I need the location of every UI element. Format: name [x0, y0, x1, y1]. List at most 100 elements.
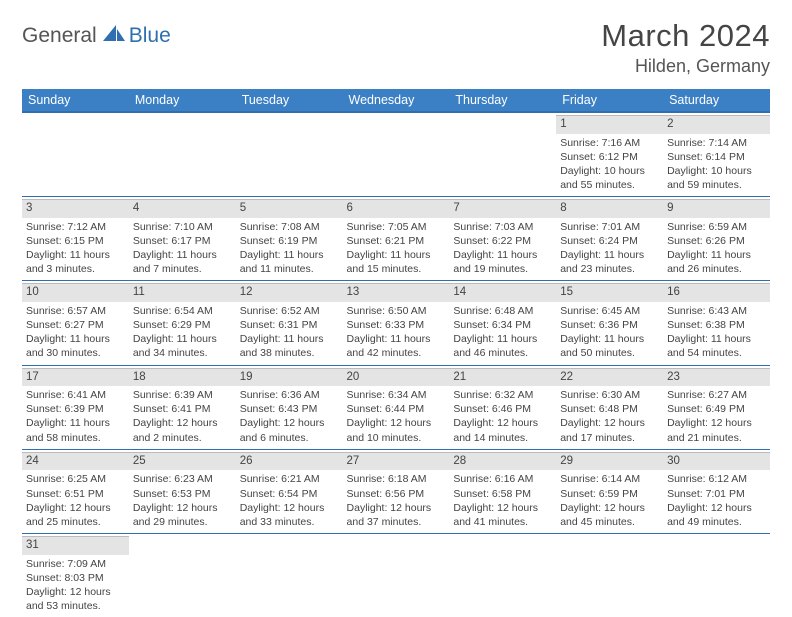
- day-detail: Daylight: 11 hours: [133, 248, 232, 262]
- day-detail: Sunset: 6:29 PM: [133, 318, 232, 332]
- day-detail: and 50 minutes.: [560, 346, 659, 360]
- day-detail: Sunset: 6:41 PM: [133, 402, 232, 416]
- day-number: 6: [343, 199, 450, 218]
- day-detail: Sunrise: 6:54 AM: [133, 304, 232, 318]
- calendar-cell: 8Sunrise: 7:01 AMSunset: 6:24 PMDaylight…: [556, 197, 663, 281]
- calendar-cell: 25Sunrise: 6:23 AMSunset: 6:53 PMDayligh…: [129, 449, 236, 533]
- day-number: 19: [236, 368, 343, 387]
- day-detail: Sunset: 6:53 PM: [133, 487, 232, 501]
- day-detail: and 42 minutes.: [347, 346, 446, 360]
- weekday-header: Monday: [129, 89, 236, 112]
- day-detail: Sunset: 6:48 PM: [560, 402, 659, 416]
- calendar-cell: [236, 112, 343, 197]
- day-number: 22: [556, 368, 663, 387]
- day-detail: Sunrise: 7:08 AM: [240, 220, 339, 234]
- day-detail: Sunrise: 6:59 AM: [667, 220, 766, 234]
- calendar-cell: [343, 112, 450, 197]
- day-detail: Sunset: 6:58 PM: [453, 487, 552, 501]
- day-detail: Daylight: 12 hours: [560, 416, 659, 430]
- day-detail: and 49 minutes.: [667, 515, 766, 529]
- day-detail: Daylight: 11 hours: [347, 332, 446, 346]
- day-detail: Sunrise: 6:41 AM: [26, 388, 125, 402]
- day-detail: and 11 minutes.: [240, 262, 339, 276]
- day-detail: Sunset: 6:46 PM: [453, 402, 552, 416]
- day-detail: Daylight: 11 hours: [560, 332, 659, 346]
- day-detail: and 29 minutes.: [133, 515, 232, 529]
- day-detail: Sunset: 8:03 PM: [26, 571, 125, 585]
- day-detail: Sunset: 6:27 PM: [26, 318, 125, 332]
- day-detail: and 34 minutes.: [133, 346, 232, 360]
- title-block: March 2024 Hilden, Germany: [601, 18, 770, 77]
- calendar-week-row: 24Sunrise: 6:25 AMSunset: 6:51 PMDayligh…: [22, 449, 770, 533]
- day-number: 9: [663, 199, 770, 218]
- day-number: 13: [343, 283, 450, 302]
- calendar-cell: [129, 534, 236, 617]
- day-detail: Daylight: 12 hours: [453, 501, 552, 515]
- day-detail: Sunset: 6:44 PM: [347, 402, 446, 416]
- day-detail: Sunset: 6:43 PM: [240, 402, 339, 416]
- day-detail: Sunset: 6:59 PM: [560, 487, 659, 501]
- day-number: 17: [22, 368, 129, 387]
- day-detail: and 30 minutes.: [26, 346, 125, 360]
- weekday-header: Sunday: [22, 89, 129, 112]
- day-detail: Sunset: 6:36 PM: [560, 318, 659, 332]
- day-detail: Sunrise: 6:12 AM: [667, 472, 766, 486]
- weekday-header-row: Sunday Monday Tuesday Wednesday Thursday…: [22, 89, 770, 112]
- logo: General Blue: [22, 18, 171, 48]
- calendar-cell: 21Sunrise: 6:32 AMSunset: 6:46 PMDayligh…: [449, 365, 556, 449]
- calendar-week-row: 31Sunrise: 7:09 AMSunset: 8:03 PMDayligh…: [22, 534, 770, 617]
- day-detail: Daylight: 12 hours: [560, 501, 659, 515]
- day-detail: and 7 minutes.: [133, 262, 232, 276]
- day-detail: Sunrise: 7:16 AM: [560, 136, 659, 150]
- calendar-cell: [22, 112, 129, 197]
- day-detail: and 37 minutes.: [347, 515, 446, 529]
- day-number: 2: [663, 115, 770, 134]
- day-detail: Sunrise: 6:23 AM: [133, 472, 232, 486]
- calendar-cell: [236, 534, 343, 617]
- day-number: 27: [343, 452, 450, 471]
- day-detail: and 53 minutes.: [26, 599, 125, 613]
- day-detail: and 15 minutes.: [347, 262, 446, 276]
- day-detail: Daylight: 12 hours: [667, 501, 766, 515]
- day-number: 23: [663, 368, 770, 387]
- day-detail: and 58 minutes.: [26, 431, 125, 445]
- day-number: 12: [236, 283, 343, 302]
- day-detail: Sunset: 6:21 PM: [347, 234, 446, 248]
- header: General Blue March 2024 Hilden, Germany: [22, 18, 770, 77]
- day-detail: Sunrise: 6:45 AM: [560, 304, 659, 318]
- weekday-header: Thursday: [449, 89, 556, 112]
- day-number: 15: [556, 283, 663, 302]
- calendar-cell: [449, 112, 556, 197]
- day-number: 5: [236, 199, 343, 218]
- day-detail: Sunrise: 6:36 AM: [240, 388, 339, 402]
- day-detail: Sunrise: 7:01 AM: [560, 220, 659, 234]
- day-detail: Sunset: 6:24 PM: [560, 234, 659, 248]
- calendar-week-row: 3Sunrise: 7:12 AMSunset: 6:15 PMDaylight…: [22, 197, 770, 281]
- day-number: 28: [449, 452, 556, 471]
- calendar-cell: 1Sunrise: 7:16 AMSunset: 6:12 PMDaylight…: [556, 112, 663, 197]
- day-detail: Sunrise: 6:18 AM: [347, 472, 446, 486]
- day-number: 16: [663, 283, 770, 302]
- day-detail: Sunset: 6:54 PM: [240, 487, 339, 501]
- day-detail: Sunset: 6:22 PM: [453, 234, 552, 248]
- calendar-cell: 12Sunrise: 6:52 AMSunset: 6:31 PMDayligh…: [236, 281, 343, 365]
- day-number: 14: [449, 283, 556, 302]
- calendar-cell: 28Sunrise: 6:16 AMSunset: 6:58 PMDayligh…: [449, 449, 556, 533]
- day-detail: and 6 minutes.: [240, 431, 339, 445]
- day-number: 20: [343, 368, 450, 387]
- calendar-cell: 27Sunrise: 6:18 AMSunset: 6:56 PMDayligh…: [343, 449, 450, 533]
- calendar-cell: 31Sunrise: 7:09 AMSunset: 8:03 PMDayligh…: [22, 534, 129, 617]
- weekday-header: Tuesday: [236, 89, 343, 112]
- day-detail: Sunrise: 6:43 AM: [667, 304, 766, 318]
- day-detail: Sunrise: 6:50 AM: [347, 304, 446, 318]
- day-detail: and 14 minutes.: [453, 431, 552, 445]
- calendar-cell: 5Sunrise: 7:08 AMSunset: 6:19 PMDaylight…: [236, 197, 343, 281]
- day-detail: Sunrise: 7:03 AM: [453, 220, 552, 234]
- day-detail: and 38 minutes.: [240, 346, 339, 360]
- calendar-cell: 2Sunrise: 7:14 AMSunset: 6:14 PMDaylight…: [663, 112, 770, 197]
- day-number: 1: [556, 115, 663, 134]
- day-number: 10: [22, 283, 129, 302]
- calendar-cell: 4Sunrise: 7:10 AMSunset: 6:17 PMDaylight…: [129, 197, 236, 281]
- day-detail: Sunrise: 6:21 AM: [240, 472, 339, 486]
- day-detail: Daylight: 11 hours: [347, 248, 446, 262]
